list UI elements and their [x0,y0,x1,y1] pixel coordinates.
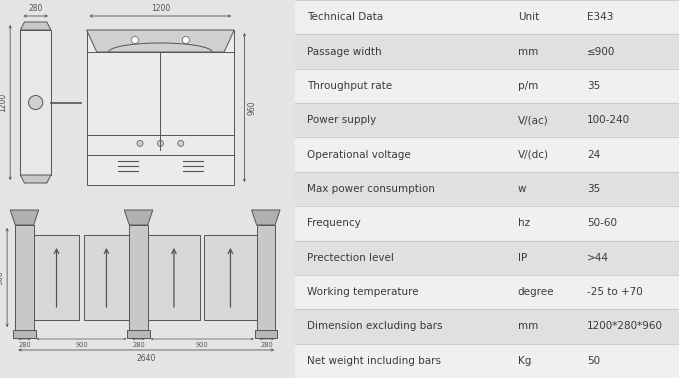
Text: 280: 280 [132,342,145,348]
Text: 960: 960 [0,270,4,285]
Text: >44: >44 [587,253,609,263]
Text: Power supply: Power supply [307,115,376,125]
Text: 900: 900 [196,342,208,348]
Text: 100-240: 100-240 [587,115,630,125]
Text: Throughput rate: Throughput rate [307,81,392,91]
Bar [295,172,679,206]
Text: mm: mm [518,46,538,57]
Bar [295,344,679,378]
Text: Dimension excluding bars: Dimension excluding bars [307,321,443,332]
Bar [20,30,51,175]
Polygon shape [10,210,39,225]
Polygon shape [20,22,51,30]
Text: Max power consumption: Max power consumption [307,184,435,194]
Bar [295,240,679,275]
Bar [148,235,200,320]
Text: mm: mm [518,321,538,332]
Text: Working temperature: Working temperature [307,287,418,297]
Text: V/(dc): V/(dc) [518,150,549,160]
Circle shape [137,140,143,146]
Polygon shape [124,210,153,225]
Text: ≤900: ≤900 [587,46,615,57]
Bar [15,225,34,330]
Bar [295,275,679,309]
Text: 1200: 1200 [0,93,7,112]
Text: 35: 35 [587,184,600,194]
Text: Unit: Unit [518,12,539,22]
Text: Passage width: Passage width [307,46,382,57]
Text: 35: 35 [587,81,600,91]
Text: degree: degree [518,287,554,297]
Text: Operational voltage: Operational voltage [307,150,411,160]
Text: 2640: 2640 [136,354,156,363]
Bar [295,309,679,344]
Text: Kg: Kg [518,356,531,366]
Bar [204,235,257,320]
Polygon shape [86,30,234,52]
Text: 50: 50 [587,356,600,366]
Text: 280: 280 [261,342,273,348]
Text: 24: 24 [587,150,600,160]
Bar [86,30,234,185]
Bar [295,69,679,103]
Text: 50-60: 50-60 [587,218,617,228]
Text: 280: 280 [18,342,31,348]
Text: Technical Data: Technical Data [307,12,383,22]
Polygon shape [20,175,51,183]
Bar [295,34,679,69]
Text: V/(ac): V/(ac) [518,115,549,125]
Text: IP: IP [518,253,527,263]
Circle shape [131,37,139,43]
Bar [295,103,679,138]
Text: hz: hz [518,218,530,228]
Text: Net weight including bars: Net weight including bars [307,356,441,366]
Text: p/m: p/m [518,81,538,91]
Bar [295,206,679,240]
Text: 280: 280 [29,4,43,13]
Polygon shape [251,210,280,225]
Bar [84,235,129,320]
Text: Frequency: Frequency [307,218,361,228]
Text: Prectection level: Prectection level [307,253,394,263]
Bar [295,138,679,172]
Bar [295,0,679,34]
Bar [128,330,149,338]
Text: 960: 960 [247,100,257,115]
Circle shape [29,96,43,110]
Circle shape [158,140,164,146]
Text: w: w [518,184,526,194]
Bar [13,330,35,338]
Text: -25 to +70: -25 to +70 [587,287,643,297]
Text: E343: E343 [587,12,613,22]
Bar [129,225,148,330]
Text: 1200: 1200 [151,4,170,13]
Circle shape [182,37,189,43]
Bar [34,235,79,320]
Text: 900: 900 [75,342,88,348]
Text: 1200*280*960: 1200*280*960 [587,321,663,332]
Bar [257,225,275,330]
Bar [255,330,277,338]
Circle shape [178,140,184,146]
